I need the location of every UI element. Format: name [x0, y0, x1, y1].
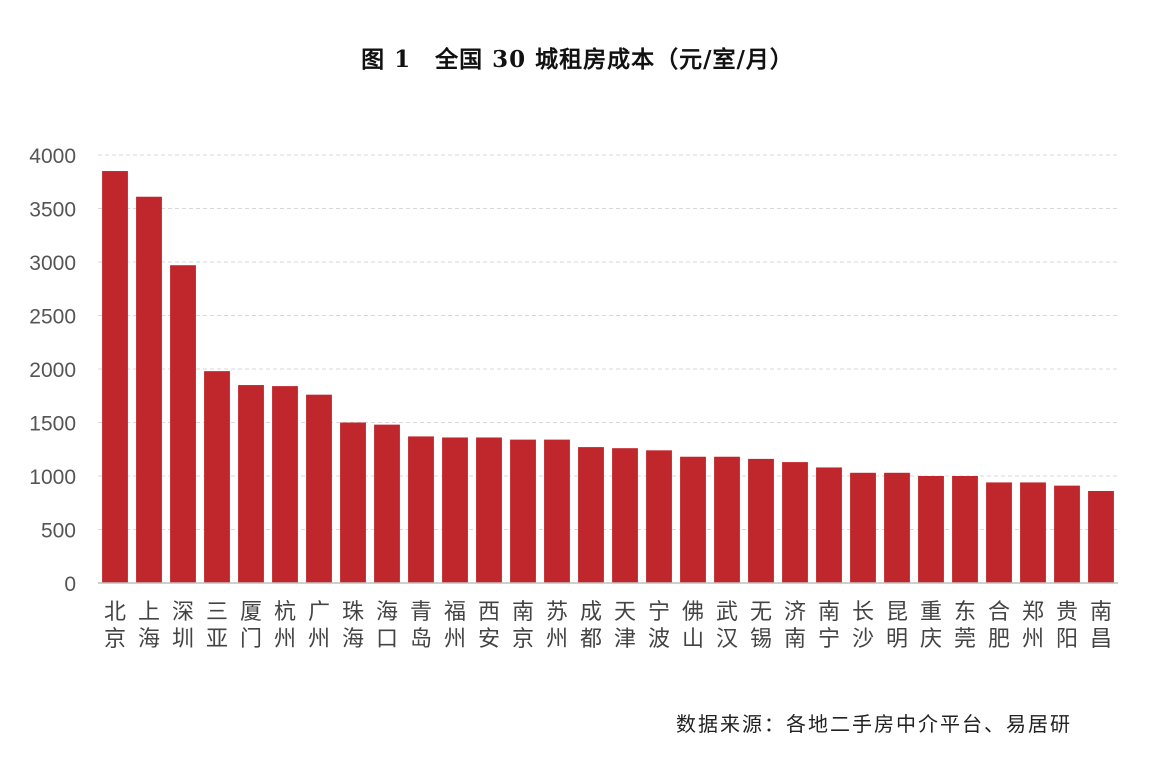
bar — [272, 386, 298, 583]
bar — [748, 458, 774, 583]
bar — [578, 447, 604, 583]
x-axis: 北京上海深圳三亚厦门杭州广州珠海海口青岛福州西安南京苏州成都天津宁波佛山武汉无锡… — [98, 582, 1118, 652]
y-tick-label: 1000 — [29, 466, 76, 489]
bar — [340, 422, 366, 583]
x-tick-label: 郑州 — [1022, 600, 1044, 652]
y-tick-label: 2000 — [29, 359, 76, 382]
bar — [408, 436, 434, 583]
bar — [136, 196, 162, 584]
bars — [102, 171, 1114, 584]
x-tick-label: 西安 — [478, 600, 500, 652]
x-tick-label: 南昌 — [1090, 600, 1112, 652]
x-tick-label: 南京 — [512, 600, 534, 652]
bar — [1088, 490, 1114, 583]
y-tick-label: 4000 — [29, 145, 76, 168]
bar — [1020, 482, 1046, 583]
y-tick-label: 500 — [41, 520, 76, 543]
x-tick-label: 宁波 — [648, 600, 670, 652]
y-tick-label: 0 — [64, 573, 76, 596]
bar — [714, 456, 740, 583]
x-tick-label: 福州 — [444, 600, 466, 652]
y-tick-label: 3500 — [29, 199, 76, 222]
gridlines — [98, 154, 1118, 530]
bar — [986, 482, 1012, 583]
x-tick-label: 长沙 — [852, 600, 874, 652]
x-tick-label: 天津 — [614, 600, 636, 652]
bar — [476, 437, 502, 583]
x-tick-label: 厦门 — [240, 600, 262, 652]
x-tick-label: 青岛 — [410, 600, 432, 652]
bar — [306, 394, 332, 583]
x-tick-label: 贵阳 — [1056, 600, 1078, 652]
bar — [884, 472, 910, 583]
bar — [442, 437, 468, 583]
x-tick-label: 佛山 — [682, 600, 704, 652]
bar — [918, 476, 944, 583]
bar — [612, 448, 638, 583]
x-tick-label: 杭州 — [274, 600, 296, 652]
bar — [816, 467, 842, 583]
bar — [646, 450, 672, 583]
x-tick-label: 珠海 — [342, 600, 364, 652]
bar — [544, 439, 570, 583]
bar — [374, 424, 400, 583]
x-tick-label: 南宁 — [818, 600, 840, 652]
bar — [952, 476, 978, 583]
bar — [850, 472, 876, 583]
x-tick-label: 东莞 — [954, 600, 976, 652]
x-tick-label: 合肥 — [988, 600, 1010, 652]
bar — [680, 456, 706, 583]
bar — [1054, 485, 1080, 583]
x-tick-label: 成都 — [580, 600, 602, 652]
data-source-note: 数据来源：各地二手房中介平台、易居研 — [676, 712, 1072, 736]
bar — [204, 371, 230, 583]
y-tick-label: 1500 — [29, 413, 76, 436]
chart-title: 图 1 全国 30 城租房成本（元/室/月） — [361, 46, 794, 73]
bar — [102, 171, 128, 584]
x-tick-label: 上海 — [138, 600, 160, 652]
x-tick-label: 广州 — [308, 600, 330, 652]
x-tick-label: 深圳 — [172, 600, 194, 652]
x-tick-label: 北京 — [104, 600, 126, 652]
y-axis: 0 500 1000 1500 2000 2500 3000 3500 4000 — [29, 145, 76, 596]
y-tick-label: 3000 — [29, 252, 76, 275]
bar-chart: 0 500 1000 1500 2000 2500 3000 3500 4000 北京上海深圳三… — [29, 145, 1118, 652]
x-tick-label: 三亚 — [206, 600, 228, 652]
bar — [782, 462, 808, 583]
x-tick-label: 苏州 — [546, 600, 568, 652]
bar — [238, 385, 264, 583]
x-tick-label: 海口 — [376, 600, 398, 652]
x-tick-label: 无锡 — [750, 600, 772, 652]
y-tick-label: 2500 — [29, 306, 76, 329]
x-tick-label: 济南 — [784, 600, 806, 652]
bar — [170, 265, 196, 583]
x-tick-label: 昆明 — [886, 600, 908, 652]
x-tick-label: 重庆 — [920, 600, 942, 652]
bar — [510, 439, 536, 583]
x-tick-label: 武汉 — [716, 600, 738, 652]
